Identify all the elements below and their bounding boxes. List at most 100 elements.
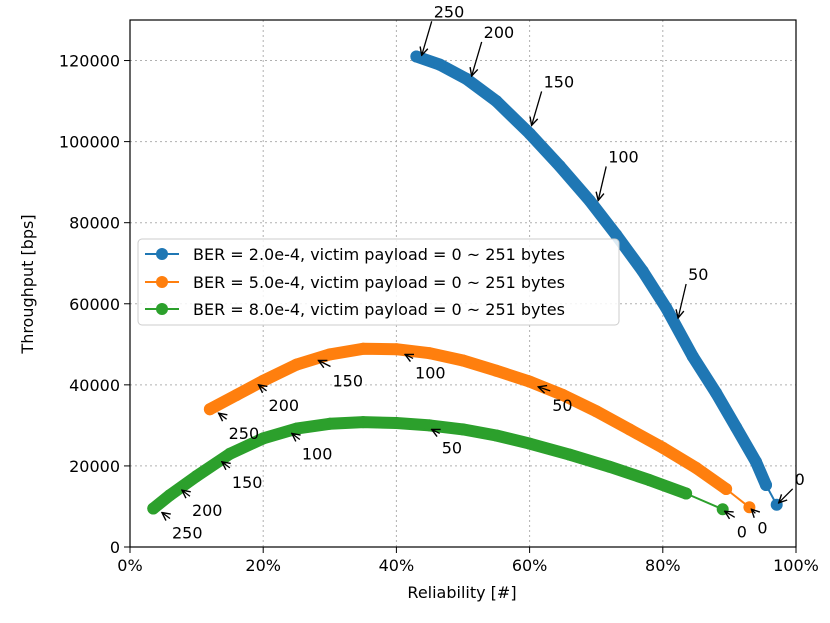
annotation-label: 250 [172, 524, 203, 543]
data-point [457, 423, 469, 436]
annotation-arrow [725, 511, 736, 517]
annotation-arrow [259, 385, 267, 391]
annotation-label: 50 [442, 438, 462, 457]
legend-marker-1 [156, 248, 168, 260]
data-point [563, 448, 576, 461]
data-point [257, 374, 270, 387]
annotation: 0 [725, 511, 747, 541]
legend-label-2: BER = 5.0e-4, victim payload = 0 ~ 251 b… [193, 273, 565, 292]
annotation-arrow [219, 413, 227, 419]
annotation-arrow [318, 360, 331, 366]
annotation: 200 [259, 385, 300, 415]
data-point [423, 419, 436, 432]
data-point [710, 387, 723, 399]
data-point [390, 417, 403, 429]
legend-label-1: BER = 2.0e-4, victim payload = 0 ~ 251 b… [193, 245, 565, 264]
annotation: 200 [182, 490, 223, 520]
data-point [357, 342, 370, 355]
data-point [490, 95, 503, 108]
y-tick-label: 0 [110, 538, 120, 557]
annotation: 100 [598, 147, 639, 200]
annotation: 50 [538, 387, 573, 415]
annotation-arrow [538, 387, 551, 391]
annotation-label: 0 [737, 522, 747, 541]
x-tick-label: 80% [645, 556, 681, 575]
x-tick-label: 0% [117, 556, 142, 575]
series-1 [410, 50, 783, 511]
data-point [750, 455, 762, 468]
annotation-arrow [222, 462, 230, 468]
data-point [390, 343, 403, 356]
data-point [457, 354, 469, 367]
y-tick-label: 20000 [69, 457, 120, 476]
data-point [720, 483, 733, 495]
annotation-label: 0 [795, 470, 805, 489]
y-tick-label: 60000 [69, 295, 120, 314]
legend-item-3: BER = 8.0e-4, victim payload = 0 ~ 251 b… [145, 300, 565, 319]
y-tick-label: 80000 [69, 214, 120, 233]
annotation-label: 200 [192, 501, 223, 520]
annotation-label: 50 [552, 396, 572, 415]
data-series [147, 50, 783, 516]
annotation-label: 200 [484, 23, 515, 42]
data-point [523, 127, 536, 140]
data-point [490, 364, 503, 377]
annotation: 100 [292, 433, 332, 463]
data-point [643, 474, 656, 487]
annotation-label: 200 [269, 396, 300, 415]
series-3 [147, 416, 729, 516]
data-point [656, 441, 669, 454]
y-tick-label: 40000 [69, 376, 120, 395]
y-tick-label: 120000 [59, 52, 120, 71]
y-axis-label: Throughput [bps] [18, 214, 37, 354]
annotation: 150 [222, 462, 263, 492]
annotation-arrow [598, 166, 607, 200]
annotation-arrow [751, 509, 755, 513]
data-point [203, 403, 216, 416]
annotation-label: 0 [757, 518, 767, 537]
data-point [257, 432, 270, 445]
annotation-arrow [292, 433, 300, 439]
data-point [730, 421, 743, 434]
legend-marker-3 [156, 303, 168, 315]
data-point [523, 437, 536, 450]
data-point [357, 416, 370, 429]
annotation: 200 [472, 23, 515, 76]
annotation-arrow [405, 354, 413, 358]
data-point [623, 423, 636, 436]
legend-item-2: BER = 5.0e-4, victim payload = 0 ~ 251 b… [145, 273, 565, 292]
plot-frame [129, 19, 797, 548]
legend-item-1: BER = 2.0e-4, victim payload = 0 ~ 251 b… [145, 245, 565, 264]
annotation: 0 [751, 509, 768, 537]
annotation-label: 250 [229, 424, 260, 443]
annotation-label: 50 [688, 265, 708, 284]
annotation-arrow [432, 429, 440, 433]
data-point [690, 461, 703, 474]
annotation-label: 100 [608, 147, 639, 166]
x-tick-label: 60% [512, 556, 548, 575]
annotation-arrow [678, 283, 687, 318]
data-point [410, 50, 423, 63]
annotation: 250 [162, 513, 203, 543]
annotation-label: 150 [232, 473, 263, 492]
annotations: 0 50 100 150 200 250 0 50 100 150 200 250 0 50 100 150 2… [162, 2, 805, 543]
data-point [610, 228, 623, 241]
data-point [660, 301, 673, 314]
annotation: 100 [405, 354, 446, 382]
data-point [433, 58, 446, 71]
data-point [223, 447, 236, 460]
annotation-arrow [532, 91, 543, 125]
series-band [203, 342, 733, 495]
annotation-arrow [472, 41, 483, 76]
annotation-arrow [162, 513, 170, 519]
annotation: 250 [219, 413, 260, 443]
annotation: 0 [779, 470, 805, 503]
data-point [147, 502, 160, 515]
legend-marker-2 [156, 276, 168, 288]
data-point [590, 405, 603, 418]
data-point [230, 389, 243, 401]
x-tick-label: 20% [245, 556, 281, 575]
annotation-arrow [422, 21, 433, 55]
annotation: 150 [532, 72, 574, 125]
annotation: 50 [678, 265, 708, 318]
